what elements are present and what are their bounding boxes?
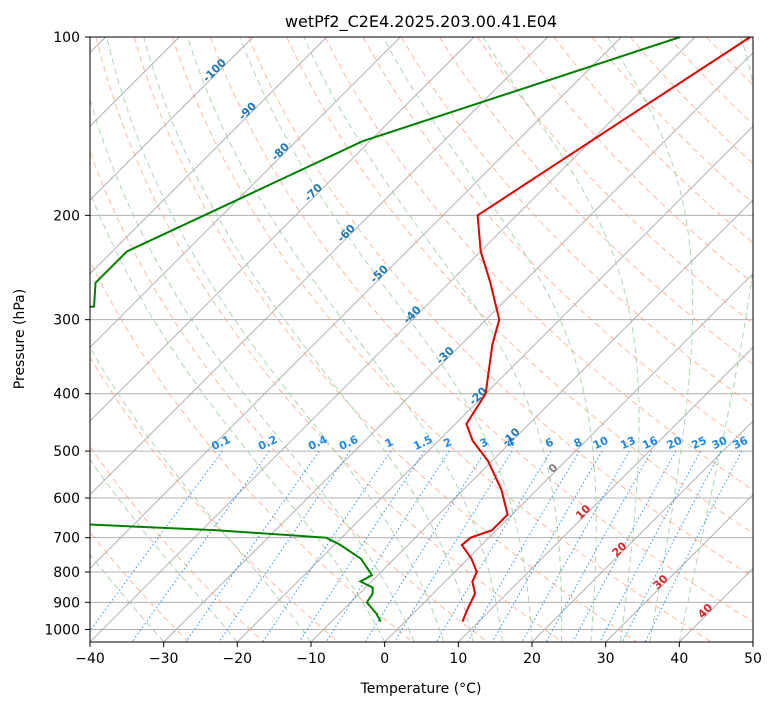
x-tick-label: 30 — [597, 651, 615, 667]
dewpoint-profile-line — [90, 37, 681, 623]
mixing-ratio-line — [545, 450, 653, 642]
mixing-ratio-line — [599, 450, 701, 642]
isotherm-line — [605, 494, 753, 642]
y-tick-label: 600 — [53, 491, 80, 507]
y-tick-label: 1000 — [44, 622, 80, 638]
x-tick-label: −30 — [149, 651, 179, 667]
isotherm-line — [90, 37, 622, 569]
mixing-ratio-line — [491, 450, 603, 642]
y-tick-label: 500 — [53, 444, 80, 460]
isotherm-line — [90, 37, 696, 642]
isotherm-line — [458, 346, 753, 642]
mixing-ratio-label: 16 — [640, 434, 660, 452]
moist-adiabat-line — [482, 37, 640, 642]
mixing-ratio-line — [621, 450, 722, 642]
y-tick-label: 200 — [53, 208, 80, 224]
x-tick-label: 50 — [744, 651, 762, 667]
moist-adiabat-line — [143, 37, 474, 642]
y-tick-label: 700 — [53, 531, 80, 547]
dry-adiabat-line — [90, 150, 488, 642]
moist-adiabat-line — [239, 37, 533, 642]
moist-adiabat-line — [90, 190, 386, 642]
mixing-ratio-line — [218, 450, 351, 642]
y-tick-label: 300 — [53, 313, 80, 329]
moist-adiabat-line — [90, 458, 238, 642]
dry-adiabat-line — [133, 37, 638, 642]
mixing-ratio-label: 20 — [665, 434, 685, 452]
moist-adiabat-line — [90, 97, 415, 642]
isotherm-line — [90, 37, 401, 348]
x-tick-label: 40 — [670, 651, 688, 667]
mixing-ratio-label: 30 — [710, 434, 730, 452]
isotherm-line — [237, 125, 753, 642]
mixing-ratio-label: 25 — [689, 434, 708, 452]
dry-adiabat-line — [95, 37, 563, 642]
mixing-ratio-line — [185, 450, 320, 642]
moist-adiabat-line — [90, 553, 165, 642]
moist-adiabat-line — [382, 37, 597, 642]
isotherm-line — [90, 37, 254, 201]
moist-adiabat-line — [90, 346, 312, 642]
mixing-ratio-line — [90, 450, 223, 632]
dry-adiabat-line — [210, 37, 753, 623]
dry-adiabat-line — [171, 37, 712, 642]
dry-adiabat-line — [286, 37, 753, 534]
y-tick-label: 800 — [53, 565, 80, 581]
chart-title: wetPf2_C2E4.2025.203.00.41.E04 — [285, 12, 557, 32]
moist-adiabat-line — [106, 37, 445, 642]
y-tick-label: 900 — [53, 595, 80, 611]
y-tick-label: 100 — [53, 30, 80, 46]
y-axis-title: Pressure (hPa) — [12, 289, 28, 389]
dry-adiabat-line — [90, 356, 339, 642]
isotherm-line — [90, 37, 548, 496]
mixing-ratio-label: 13 — [618, 434, 637, 452]
mixing-ratio-line — [644, 450, 743, 642]
mixing-ratio-line — [262, 450, 392, 642]
x-tick-label: 10 — [449, 651, 467, 667]
dry-adiabat-line — [324, 37, 753, 491]
x-axis-title: Temperature (°C) — [360, 681, 482, 697]
isotherm-line — [531, 420, 753, 642]
moist-adiabat-line — [303, 37, 563, 642]
dry-adiabat-line — [439, 37, 753, 366]
mixing-ratio-line — [393, 450, 513, 642]
mixing-ratio-label: 36 — [731, 434, 751, 452]
dry-adiabat-line — [248, 37, 753, 578]
isotherm-line — [384, 273, 753, 642]
dry-adiabat-line — [477, 37, 753, 325]
x-tick-label: −10 — [296, 651, 326, 667]
y-tick-label: 400 — [53, 387, 80, 403]
mixing-ratio-line — [572, 450, 677, 642]
mixing-ratio-line — [521, 450, 630, 642]
moist-adiabat-line — [678, 37, 753, 642]
plot-frame — [89, 36, 754, 643]
mixing-ratio-line — [298, 450, 425, 642]
dry-adiabat-line — [90, 259, 414, 642]
mixing-ratio-label: 10 — [591, 434, 611, 452]
isotherm-line — [90, 37, 327, 275]
temperature-profile-line — [460, 37, 751, 622]
dry-adiabat-line — [90, 445, 264, 642]
x-tick-label: 20 — [523, 651, 541, 667]
x-tick-label: 0 — [380, 651, 389, 667]
x-tick-label: −40 — [75, 651, 105, 667]
x-tick-label: −20 — [223, 651, 253, 667]
moist-adiabat-line — [606, 37, 694, 642]
moist-adiabat-line — [186, 37, 504, 642]
isotherm-line — [163, 52, 753, 642]
